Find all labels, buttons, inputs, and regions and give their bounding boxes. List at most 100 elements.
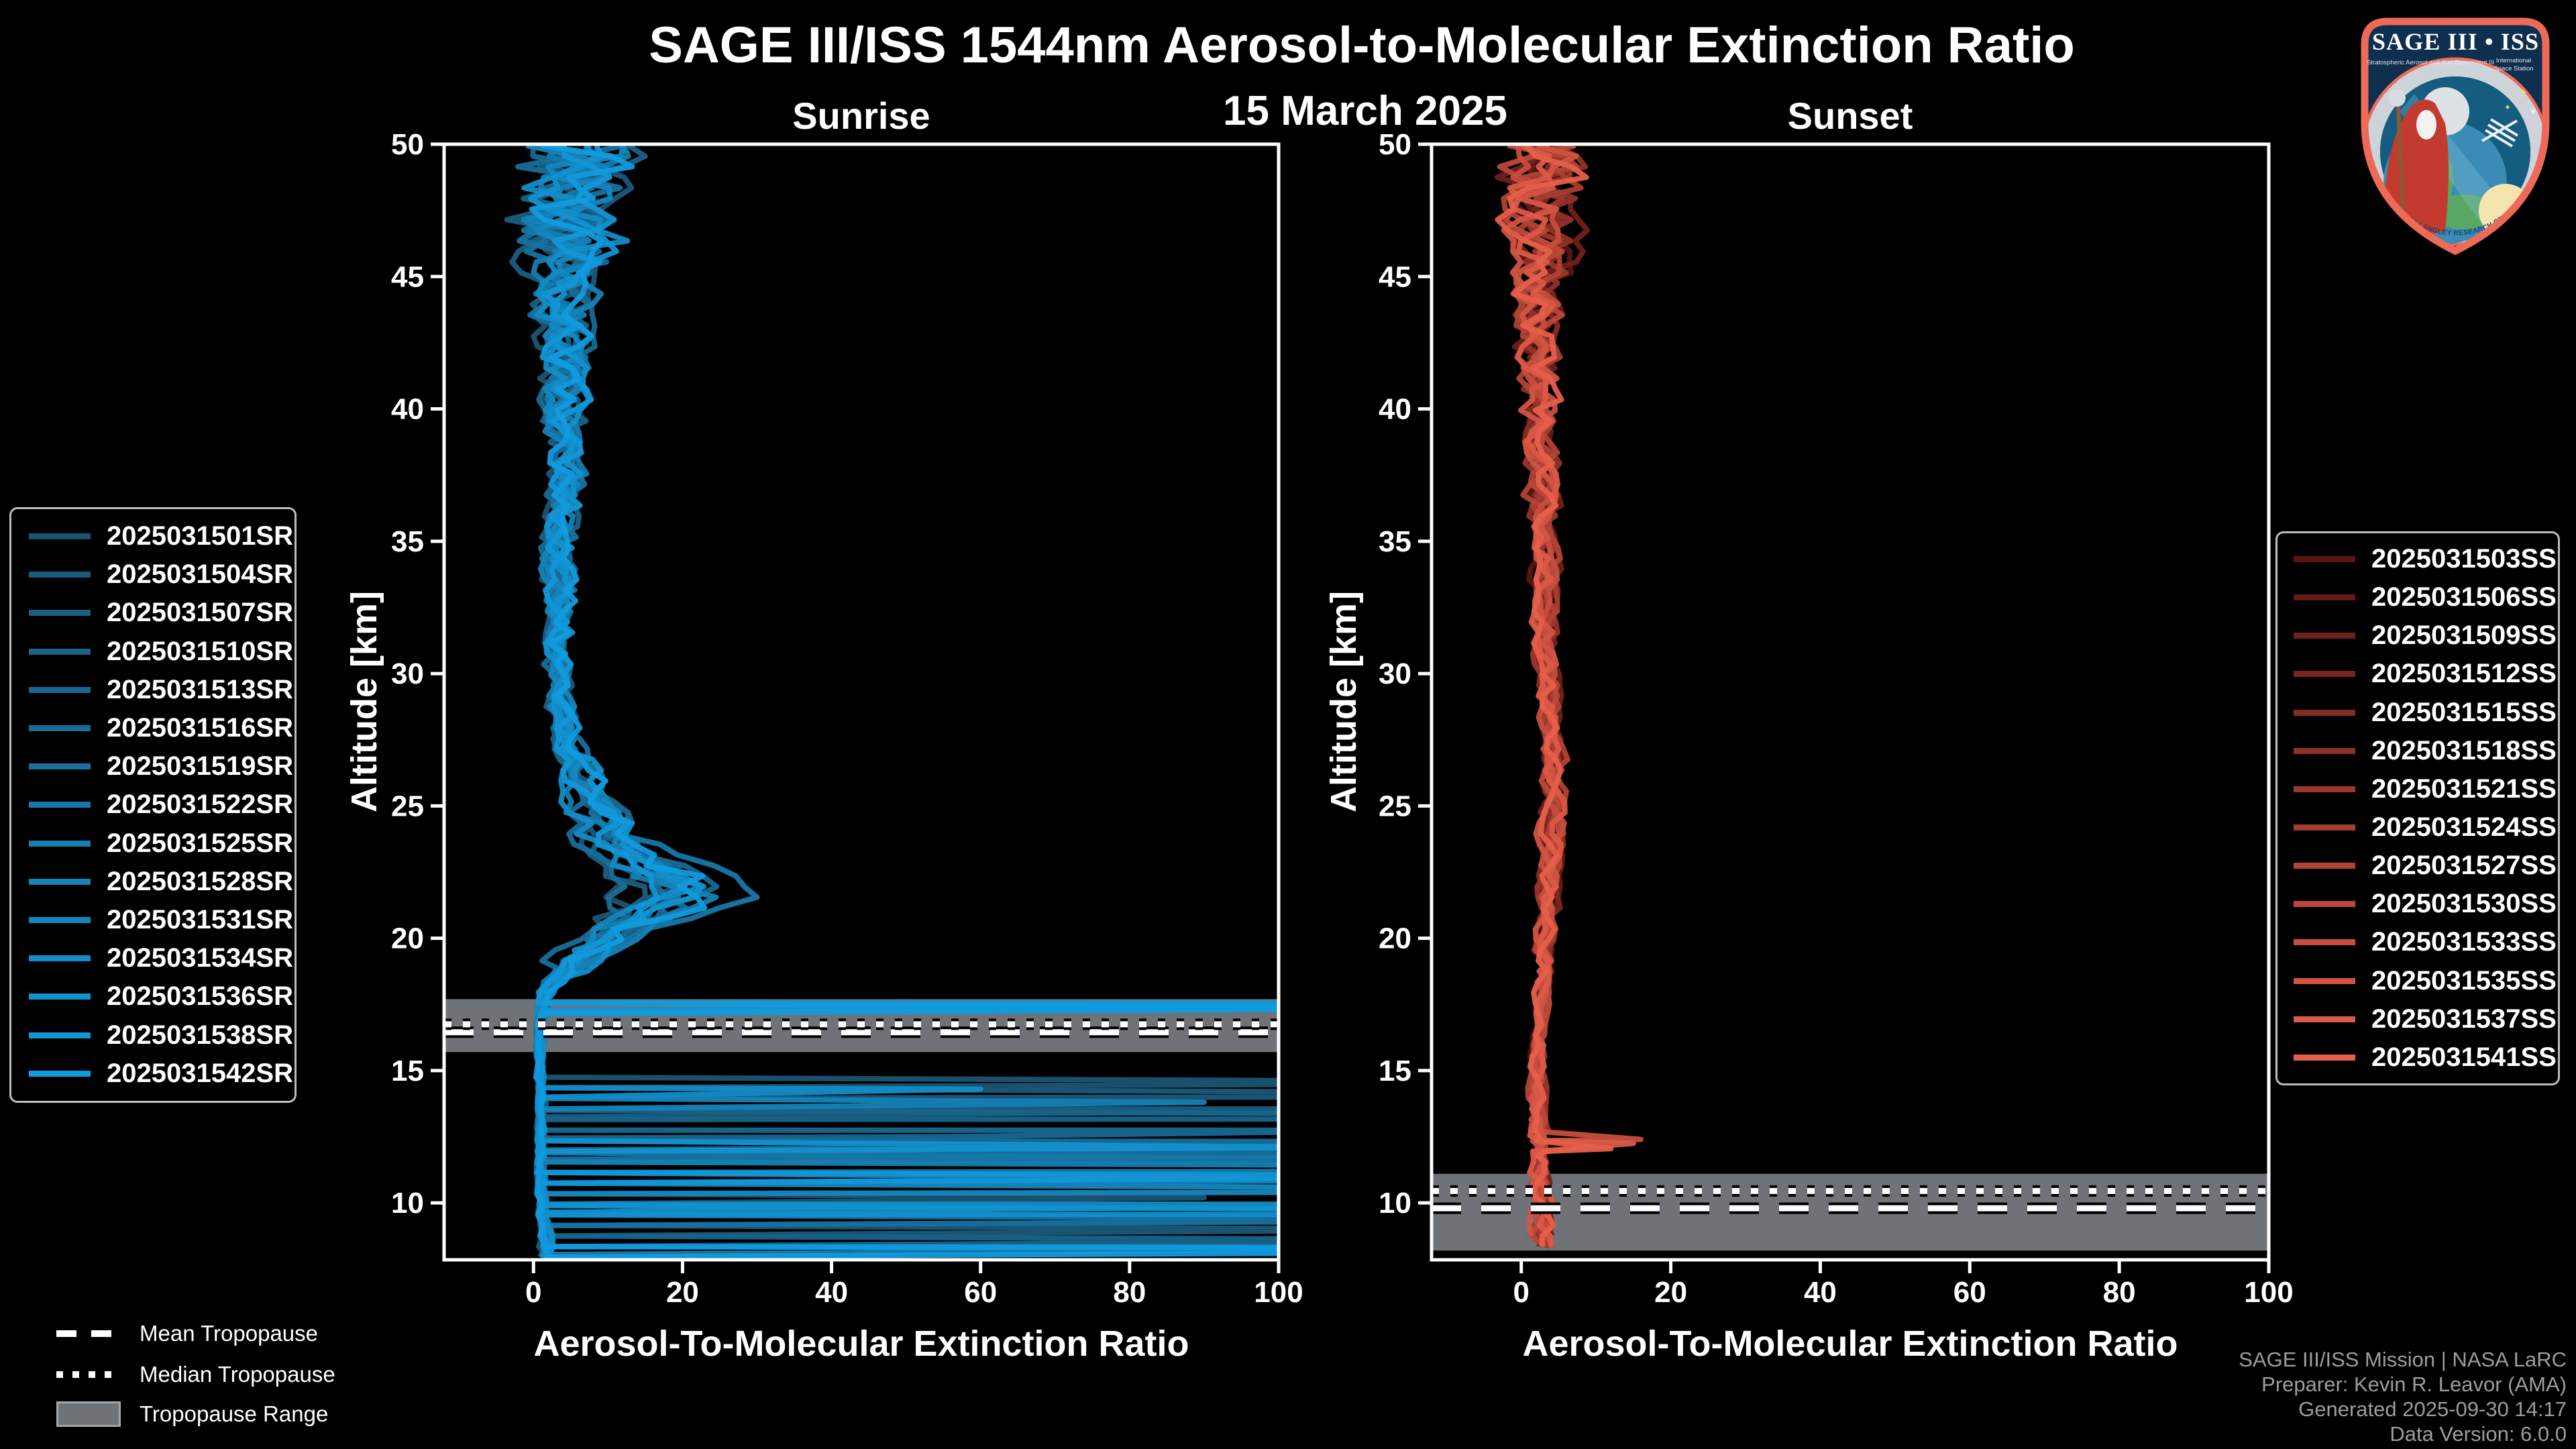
legend-line-icon (29, 840, 91, 847)
credit-data-version: Data Version: 6.0.0 (2390, 1422, 2567, 1446)
legend-series-label: 2025031531SR (107, 904, 294, 934)
median-tropopause-line-icon (56, 1371, 121, 1378)
legend-item: 2025031507SR (29, 598, 294, 628)
legend-item: 2025031536SR (29, 981, 294, 1012)
legend-item: 2025031524SS (2294, 812, 2558, 843)
x-tick-label: 60 (964, 1276, 997, 1309)
profile-2025031542SR (529, 144, 1279, 1260)
profile-2025031510SR (518, 144, 1279, 1258)
y-tick-label: 30 (1379, 657, 1411, 690)
legend-line-icon (2294, 747, 2355, 754)
x-tick-label: 40 (1804, 1276, 1837, 1309)
legend-series-label: 2025031515SS (2371, 697, 2557, 727)
legend-series-label: 2025031538SR (107, 1020, 294, 1050)
panel-sunset: 0 20 40 60 80 100 10 15 20 25 30 35 40 45 50 (1379, 128, 2294, 1309)
profile-2025031537SS (1507, 144, 1636, 1247)
legend-line-icon (29, 1032, 91, 1038)
panel-title-sunset: Sunset (1787, 95, 1913, 137)
x-axis-label-sunrise: Aerosol-To-Molecular Extinction Ratio (533, 1324, 1189, 1364)
legend-item: 2025031513SR (29, 675, 294, 705)
legend-line-icon (29, 916, 91, 923)
patch-iss-icon (2481, 118, 2519, 148)
y-tick-label: 45 (391, 260, 424, 293)
y-tick-label: 25 (391, 790, 424, 822)
legend-line-icon (2294, 786, 2355, 792)
legend-line-icon (29, 610, 91, 616)
median-tropopause-label: Median Tropopause (140, 1362, 335, 1387)
credit-generated: Generated 2025-09-30 14:17 (2298, 1397, 2567, 1421)
legend-series-label: 2025031503SS (2371, 544, 2557, 574)
legend-line-icon (2294, 939, 2355, 946)
legend-series-label: 2025031501SR (107, 521, 294, 551)
legend-series-label: 2025031510SR (107, 636, 294, 666)
legend-item: 2025031503SS (2294, 544, 2558, 574)
patch-staff-orb-icon (2388, 89, 2406, 107)
legend-series-label: 2025031512SS (2371, 659, 2557, 689)
legend-series-label: 2025031513SR (107, 674, 294, 704)
legend-series-label: 2025031521SS (2371, 773, 2557, 804)
legend-series-label: 2025031522SR (107, 790, 294, 820)
legend-line-icon (2294, 863, 2355, 869)
patch-title: SAGE III • ISS (2372, 28, 2538, 55)
figure-title: SAGE III/ISS 1544nm Aerosol-to-Molecular… (649, 17, 2075, 74)
legend-series-label: 2025031534SR (107, 943, 294, 973)
y-tick-label: 20 (391, 922, 424, 955)
legend-item: 2025031509SS (2294, 621, 2558, 651)
x-tick-label: 80 (2103, 1276, 2136, 1309)
axes-frame (442, 142, 1281, 1262)
legend-series-label: 2025031519SR (107, 751, 294, 782)
y-tick-label: 25 (1379, 790, 1411, 822)
y-axis-label-sunrise: Altitude [km] (344, 591, 384, 812)
legend-line-icon (2294, 709, 2355, 716)
legend-series-label: 2025031504SR (107, 559, 294, 590)
legend-item: 2025031516SR (29, 713, 294, 743)
legend-line-icon (2294, 594, 2355, 601)
mission-patch-logo: ✦ ✦ ✦ BALL • NASA LANGLEY RESEARCH CENTE… (2361, 17, 2550, 256)
legend-median-tropopause: Median Tropopause (56, 1360, 335, 1389)
legend-item: 2025031542SR (29, 1059, 294, 1089)
legend-series-label: 2025031542SR (107, 1058, 294, 1088)
legend-item: 2025031531SR (29, 905, 294, 935)
legend-item: 2025031533SS (2294, 927, 2558, 957)
y-tick-label: 30 (391, 657, 424, 690)
legend-series-label: 2025031528SR (107, 866, 294, 896)
legend-series-label: 2025031516SR (107, 713, 294, 743)
legend-item: 2025031519SR (29, 751, 294, 782)
y-tick-label: 15 (1379, 1055, 1411, 1087)
legend-line-icon (29, 572, 91, 578)
legend-line-icon (2294, 901, 2355, 908)
y-tick-label: 45 (1379, 260, 1411, 293)
legend-item: 2025031525SR (29, 828, 294, 859)
legend-line-icon (29, 686, 91, 693)
legend-item: 2025031510SR (29, 637, 294, 667)
x-tick-label: 20 (1654, 1276, 1687, 1309)
legend-line-icon (2294, 1054, 2355, 1061)
legend-series-label: 2025031533SS (2371, 927, 2557, 957)
legend-series-label: 2025031527SS (2371, 851, 2557, 881)
legend-line-icon (29, 763, 91, 770)
x-tick-label: 0 (1513, 1276, 1529, 1309)
legend-item: 2025031530SS (2294, 889, 2558, 919)
credits: SAGE III/ISS Mission | NASA LaRC Prepare… (2239, 1347, 2567, 1446)
x-tick-label: 100 (1254, 1276, 1303, 1309)
patch-tagline-right-1: International (2496, 57, 2531, 64)
legend-line-icon (2294, 556, 2355, 563)
legend-series-label: 2025031536SR (107, 981, 294, 1012)
legend-sunrise: 2025031501SR 2025031504SR 2025031507SR 2025… (9, 507, 297, 1103)
legend-item: 2025031538SR (29, 1020, 294, 1051)
figure-subtitle: 15 March 2025 (1223, 88, 1507, 134)
legend-series-label: 2025031506SS (2371, 582, 2557, 612)
legend-item: 2025031504SR (29, 559, 294, 590)
patch-tagline-right-2: Space Station (2493, 65, 2533, 72)
y-tick-label: 10 (1379, 1187, 1411, 1220)
y-tick-label: 15 (391, 1055, 424, 1087)
legend-line-icon (29, 878, 91, 885)
axes-frame (1430, 142, 2271, 1262)
legend-tropopause-range: Tropopause Range (56, 1399, 328, 1429)
legend-line-icon (2294, 824, 2355, 831)
panel-sunrise: 0 20 40 60 80 100 10 15 20 25 30 35 40 45 50 (391, 128, 1303, 1309)
legend-item: 2025031506SS (2294, 582, 2558, 612)
credit-mission: SAGE III/ISS Mission | NASA LaRC (2239, 1348, 2567, 1371)
legend-item: 2025031541SS (2294, 1042, 2558, 1073)
